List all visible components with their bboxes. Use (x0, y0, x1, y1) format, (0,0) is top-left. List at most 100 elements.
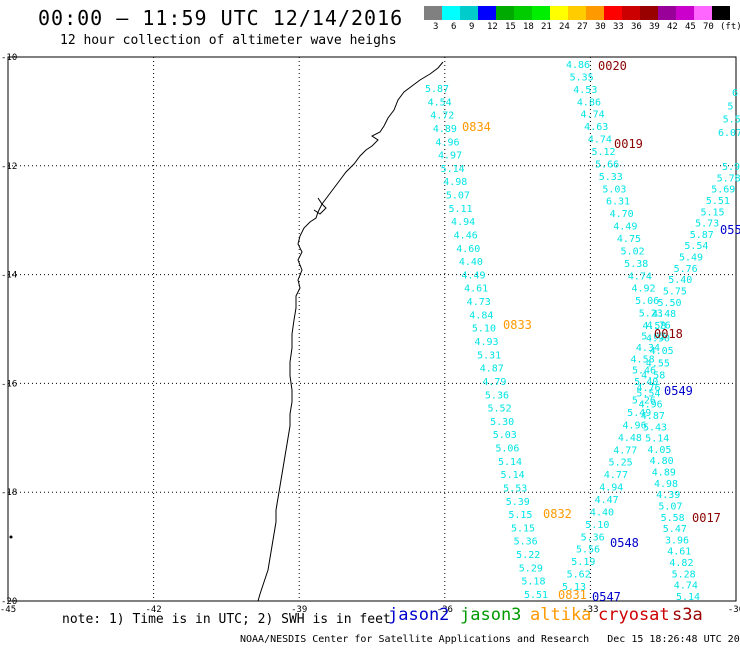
track-a-swh-value: 4.96 (435, 137, 459, 148)
track-a-swh-value: 5.18 (521, 577, 545, 588)
track-a-swh-value: 5.11 (448, 204, 472, 215)
legend-swatch (496, 6, 514, 20)
track-b-swh-value: 5.12 (591, 147, 615, 158)
track-b-swh-value: 5.66 (595, 159, 619, 170)
track-b-swh-value: 4.96 (623, 420, 647, 431)
legend-label: 36 (631, 22, 642, 32)
longitude-tick-label: -30 (728, 605, 740, 615)
longitude-tick-label: -42 (145, 605, 161, 615)
track-a-swh-value: 4.40 (459, 257, 483, 268)
legend-swatch (676, 6, 694, 20)
latitude-tick-label: -14 (1, 271, 17, 281)
legend-swatch (460, 6, 478, 20)
legend-label: 24 (559, 22, 570, 32)
legend-label: 39 (649, 22, 660, 32)
track-b-swh-value: 5.35 (570, 72, 594, 83)
track-b-swh-value: 5.25 (609, 458, 633, 469)
legend-label: 21 (541, 22, 552, 32)
legend-label: 27 (577, 22, 588, 32)
track-c-swh-value: 5.92 (722, 162, 740, 173)
longitude-tick-label: -39 (291, 605, 307, 615)
credit-text: NOAA/NESDIS Center for Satellite Applica… (240, 634, 590, 645)
track-a-swh-value: 5.39 (506, 497, 530, 508)
pass-time-label: 0020 (598, 59, 627, 73)
pass-time-label: 0834 (462, 120, 491, 134)
track-b-swh-value: 4.76 (636, 383, 660, 394)
track-c-swh-value: 4.48 (652, 309, 676, 320)
track-c-swh-value: 4.98 (654, 479, 678, 490)
track-c-swh-value: 5.78 (717, 173, 740, 184)
track-b-swh-value: 6.31 (606, 197, 630, 208)
track-c-swh-value: 5.15 (700, 207, 724, 218)
track-b-swh-value: 4.48 (618, 433, 642, 444)
track-a-swh-value: 5.14 (441, 164, 465, 175)
track-a-swh-value: 5.07 (446, 191, 470, 202)
map-title: 00:00 – 11:59 UTC 12/14/2016 (38, 6, 404, 30)
satellite-legend-item: s3a (672, 605, 703, 625)
track-c-swh-value: 5.75 (663, 286, 687, 297)
track-b-swh-value: 5.03 (602, 184, 626, 195)
track-a-swh-value: 5.52 (488, 404, 512, 415)
track-c-swh-value: 5.49 (679, 253, 703, 264)
track-b-swh-value: 5.56 (576, 545, 600, 556)
track-c-swh-value: 4.89 (652, 468, 676, 479)
track-b-swh-value: 4.40 (590, 507, 614, 518)
credit-timestamp: Dec 15 18:26:48 UTC 2016 (607, 634, 740, 645)
legend-label: 70 (703, 22, 714, 32)
track-c-swh-value: 4.96 (639, 400, 663, 411)
track-c-swh-value: 5.76 (674, 264, 698, 275)
track-c-swh-value: 5.40 (634, 377, 658, 388)
track-c-swh-value: 3.96 (665, 535, 689, 546)
track-c-swh-value: 5.50 (657, 298, 681, 309)
legend-label: 45 (685, 22, 696, 32)
legend-unit: (ft) (720, 22, 740, 32)
pass-time-label: 055 (720, 223, 740, 237)
legend-swatch (622, 6, 640, 20)
pass-time-label: 0831 (558, 588, 587, 602)
legend-label: 12 (487, 22, 498, 32)
track-b-swh-value: 4.58 (641, 371, 665, 382)
track-c-swh-value: 4.39 (656, 490, 680, 501)
legend-label: 15 (505, 22, 516, 32)
legend-label: 9 (469, 22, 475, 32)
track-c-swh-value: 5.73 (695, 219, 719, 230)
legend-swatch (550, 6, 568, 20)
legend-swatch (424, 6, 442, 20)
legend-swatch (532, 6, 550, 20)
island-dot (9, 535, 13, 539)
track-a-swh-value: 4.54 (428, 97, 452, 108)
track-b-swh-value: 5.23 (639, 309, 663, 320)
footer-note: note: 1) Time is in UTC; 2) SWH is in fe… (62, 612, 391, 627)
track-c-swh-value: 5.46 (632, 366, 656, 377)
legend-swatch (478, 6, 496, 20)
satellite-legend-item: jason2 (388, 605, 450, 625)
track-a-swh-value: 4.93 (475, 337, 499, 348)
track-a-swh-value: 4.46 (454, 230, 478, 241)
legend-label: 3 (433, 22, 439, 32)
track-b-swh-value: 4.58 (642, 321, 666, 332)
track-c-swh-value: 4.87 (641, 411, 665, 422)
track-b-swh-value: 5.13 (562, 582, 586, 593)
track-c-swh-value: 5.54 (636, 388, 660, 399)
track-a-swh-value: 4.97 (438, 151, 462, 162)
track-b-swh-value: 4.77 (613, 445, 637, 456)
track-c-swh-value: 5.51 (706, 196, 730, 207)
track-a-swh-value: 4.94 (451, 217, 475, 228)
track-a-swh-value: 5.87 (425, 84, 449, 95)
map-subtitle: 12 hour collection of altimeter wave hei… (60, 33, 397, 48)
legend-swatch (568, 6, 586, 20)
track-a-swh-value: 5.36 (485, 390, 509, 401)
track-a-swh-value: 4.87 (480, 364, 504, 375)
track-b-swh-value: 4.74 (628, 271, 652, 282)
legend-swatch (658, 6, 676, 20)
track-a-swh-value: 4.49 (461, 270, 485, 281)
track-b-swh-value: 4.94 (599, 483, 623, 494)
track-b-swh-value: 5.26 (632, 396, 656, 407)
track-b-swh-value: 5.38 (624, 259, 648, 270)
track-c-swh-value: 5.14 (676, 592, 700, 603)
color-scale-legend (424, 6, 730, 20)
legend-swatch (442, 6, 460, 20)
track-d-swh-value: 5.5 (723, 115, 740, 126)
track-c-swh-value: 4.82 (669, 558, 693, 569)
